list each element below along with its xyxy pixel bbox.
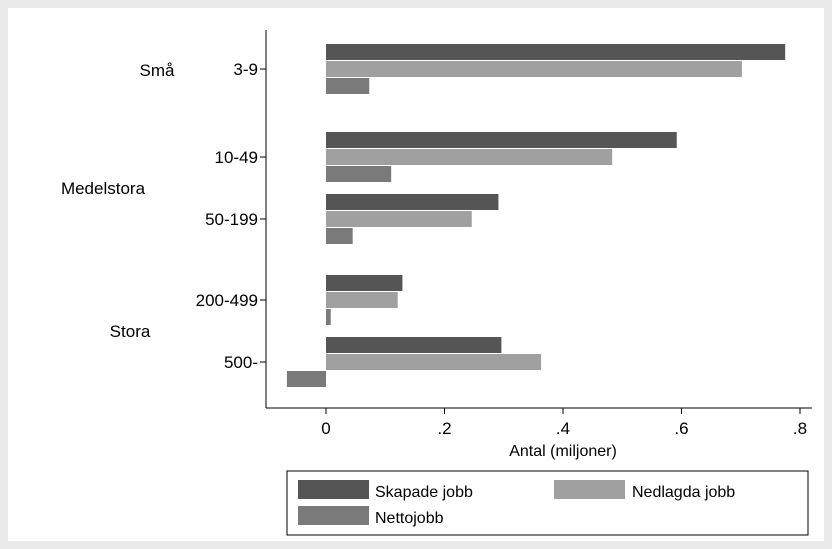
- legend-swatch: [298, 506, 369, 525]
- group-label: Stora: [110, 322, 151, 341]
- x-tick-label: .6: [674, 419, 688, 438]
- legend-label: Nettojobb: [375, 510, 444, 527]
- bar: [326, 132, 677, 148]
- bar: [326, 337, 502, 353]
- x-tick-label: 0: [321, 419, 330, 438]
- category-label: 10-49: [215, 148, 258, 167]
- x-tick-label: .8: [793, 419, 807, 438]
- bar: [326, 354, 542, 370]
- category-label: 3-9: [233, 60, 258, 79]
- bar: [326, 149, 613, 165]
- legend-label: Nedlagda jobb: [632, 484, 735, 501]
- bar: [326, 275, 403, 291]
- bar: [326, 166, 392, 182]
- category-label: 200-499: [196, 291, 258, 310]
- x-tick-label: .4: [556, 419, 570, 438]
- legend-box: [286, 470, 809, 536]
- bar: [326, 61, 742, 77]
- group-label: Medelstora: [61, 179, 146, 198]
- legend: Skapade jobb Nedlagda jobb Nettojobb: [286, 470, 809, 536]
- bar: [326, 44, 786, 60]
- x-tick-label: .2: [437, 419, 451, 438]
- plot-area: 0 .2 .4 .6 .8 Antal (miljoner) 3-9 10-49 50-199 2…: [61, 30, 812, 460]
- plot-area-background: [8, 8, 824, 541]
- category-label: 50-199: [205, 210, 258, 229]
- bar: [286, 371, 326, 387]
- group-label: Små: [140, 61, 176, 80]
- legend-swatch: [298, 480, 369, 499]
- bar: [326, 194, 499, 210]
- legend-swatch: [554, 480, 625, 499]
- bar: [326, 78, 370, 94]
- bar: [326, 228, 353, 244]
- bar: [326, 292, 398, 308]
- bar: [326, 211, 472, 227]
- category-label: 500-: [224, 353, 258, 372]
- bar: [326, 309, 331, 325]
- x-axis-label: Antal (miljoner): [509, 443, 617, 460]
- legend-label: Skapade jobb: [375, 484, 473, 501]
